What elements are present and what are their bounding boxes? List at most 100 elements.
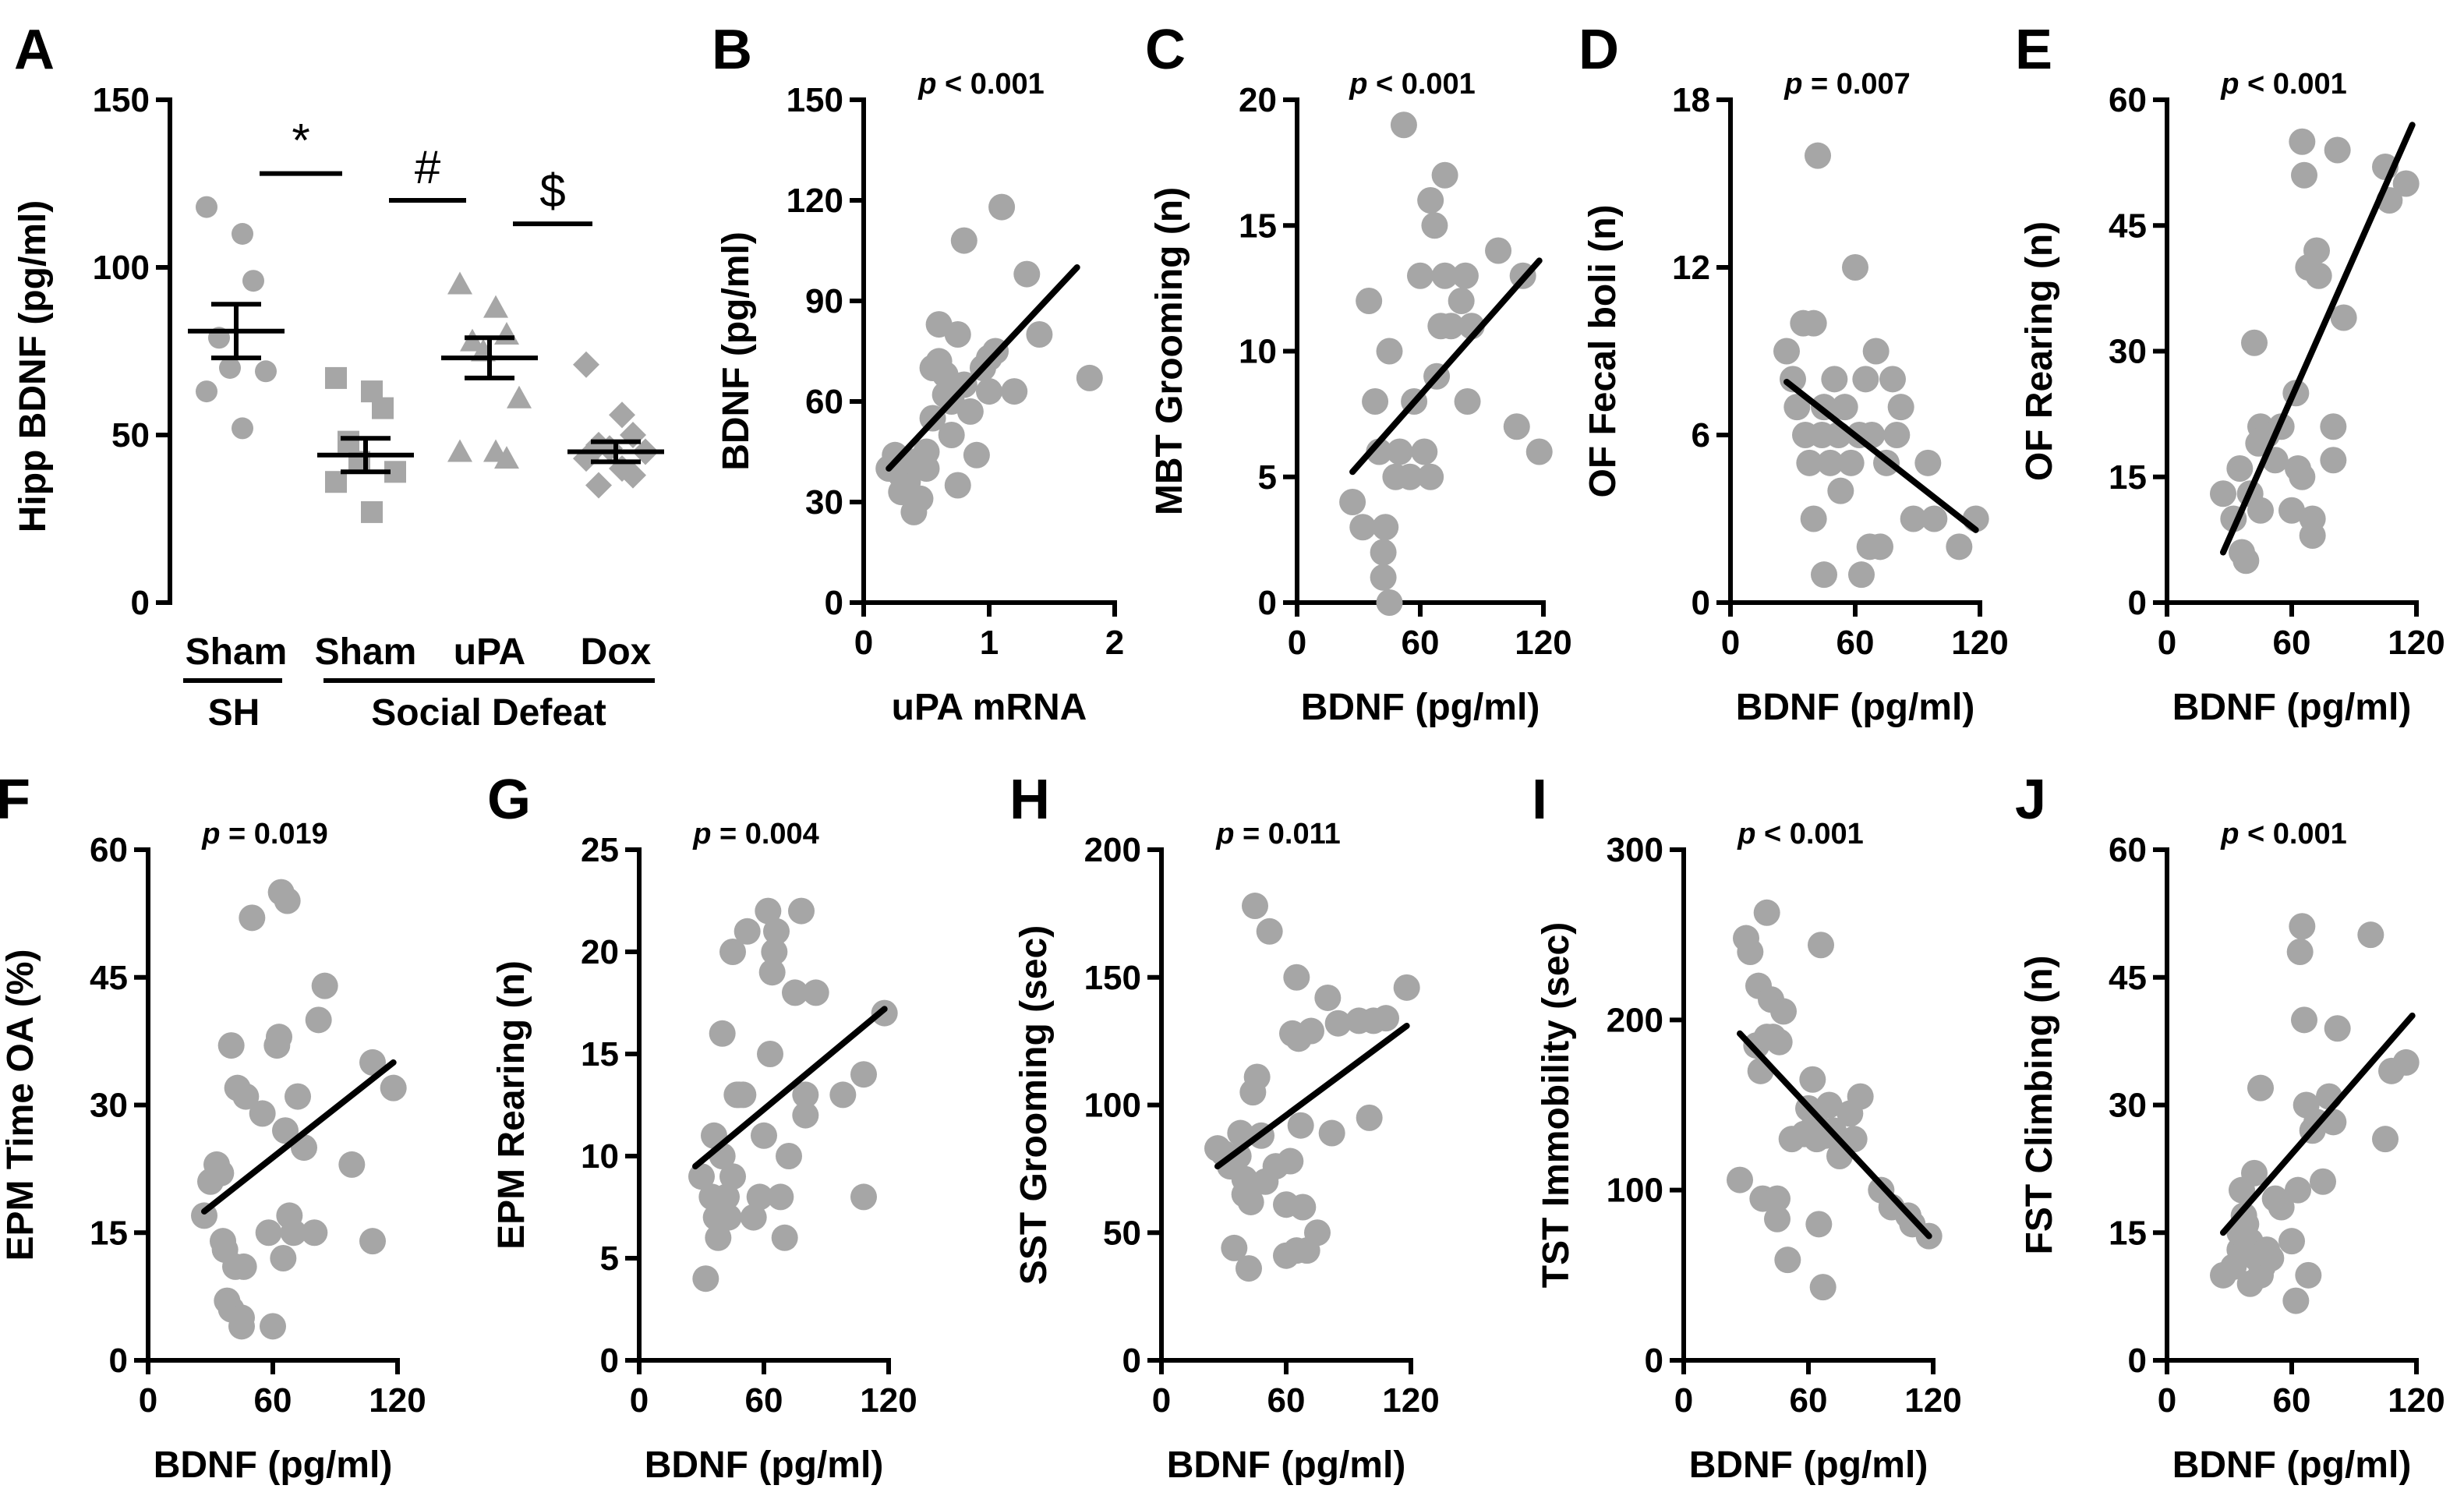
- panel-a-square-g1-2: [372, 397, 394, 419]
- panel-d-xtick-label-2: 120: [1951, 624, 2008, 662]
- panel-d-point-32: [1921, 505, 1948, 532]
- panel-g-point-17: [746, 1183, 773, 1211]
- panel-f-ytick-label-4: 60: [90, 831, 128, 869]
- panel-e-point-26: [2324, 136, 2351, 164]
- panel-a-marks: * # $: [188, 115, 664, 523]
- panel-b-ytick-label-1: 30: [805, 483, 843, 522]
- panel-g-ytick-label-1: 5: [600, 1239, 619, 1278]
- panel-c-point-7: [1376, 589, 1403, 616]
- panel-a-square-g1-6: [325, 471, 347, 493]
- panel-g-point-21: [758, 959, 786, 986]
- panel-c-point-0: [1339, 489, 1366, 515]
- panel-i-point-0: [1727, 1166, 1753, 1194]
- panel-d-point-30: [1900, 505, 1927, 532]
- p-value-text: < 0.001: [945, 68, 1045, 101]
- panel-h-point-30: [1318, 1119, 1345, 1147]
- panel-g-ytick-label-2: 10: [581, 1137, 619, 1176]
- panel-c-point-3: [1362, 388, 1389, 415]
- p-symbol: p: [201, 818, 228, 850]
- panel-d-point-21: [1852, 366, 1879, 393]
- panel-f: F 0 15 30 45 60 0 60 120 BDNF (pg/ml) EPM Time OA …: [0, 769, 426, 1486]
- panel-d-point-15: [1827, 477, 1854, 504]
- p-value-text: = 0.004: [719, 818, 819, 850]
- panel-a-triangle-g2-8: [494, 446, 519, 469]
- panel-b-ytick-label-0: 0: [825, 584, 843, 622]
- panel-g-x-axis-label: BDNF (pg/ml): [645, 1445, 884, 1486]
- panel-f-point-22: [270, 1245, 297, 1271]
- panel-b-point-29: [1001, 378, 1028, 405]
- panel-h-point-8: [1236, 1255, 1262, 1282]
- panel-b-regression-line: [886, 264, 1080, 472]
- panel-d-ytick-label-3: 18: [1672, 81, 1710, 119]
- panel-b-point-30: [1013, 260, 1041, 288]
- panel-g-y-axis-label: EPM Rearing (n): [491, 960, 532, 1250]
- panel-j-regression-line: [2220, 1012, 2416, 1236]
- panel-f-point-27: [285, 1083, 311, 1110]
- panel-f-xtick-label-0: 0: [139, 1381, 157, 1420]
- p-value-text: < 0.001: [2247, 68, 2347, 101]
- panel-g-ytick-label-4: 20: [581, 933, 619, 971]
- panel-j-point-11: [2247, 1074, 2274, 1102]
- panel-e-ytick-label-1: 15: [2109, 458, 2147, 497]
- p-symbol: p: [1215, 818, 1243, 850]
- panel-g-xtick-label-1: 60: [745, 1381, 783, 1420]
- panel-g-point-22: [761, 939, 788, 965]
- panel-b-point-32: [1076, 364, 1103, 391]
- group-label-sham-sh: Sham: [186, 631, 288, 673]
- panel-h-ytick-label-0: 0: [1122, 1342, 1141, 1380]
- panel-d-point-17: [1837, 449, 1865, 476]
- panel-g-point-7: [709, 1020, 736, 1047]
- panel-j-point-35: [2392, 1049, 2420, 1076]
- panel-d-point-8: [1805, 142, 1831, 169]
- panel-e-xtick-label-1: 60: [2273, 624, 2311, 662]
- p-value-text: < 0.001: [1376, 68, 1476, 101]
- panel-g-point-33: [850, 1183, 877, 1211]
- group-label-sham-sd: Sham: [315, 631, 417, 673]
- panel-e-point-24: [2320, 447, 2347, 474]
- panel-i-point-24: [1809, 1274, 1837, 1301]
- panel-h-point-36: [1393, 974, 1420, 1001]
- panel-h: H 0 50 100 150 200 0 60 120 BDNF (pg/ml) SST Groom…: [1009, 769, 1440, 1486]
- panel-i-point-14: [1770, 998, 1797, 1025]
- panel-e-point-30: [2392, 170, 2420, 197]
- panel-h-xtick-label-2: 120: [1382, 1381, 1439, 1420]
- p-symbol: p: [692, 818, 719, 850]
- panel-g-ytick-label-0: 0: [600, 1342, 619, 1380]
- panel-e-point-17: [2289, 463, 2316, 490]
- panel-b-ytick-label-5: 150: [787, 81, 843, 119]
- panel-i-x-axis-label: BDNF (pg/ml): [1689, 1445, 1928, 1486]
- panel-i-point-22: [1805, 1211, 1833, 1238]
- panel-g-point-11: [719, 939, 746, 965]
- panel-c-point-2: [1356, 288, 1383, 314]
- panel-j-ytick-label-3: 45: [2109, 959, 2147, 997]
- panel-f-point-33: [359, 1228, 386, 1255]
- panel-d-xtick-label-1: 60: [1837, 624, 1875, 662]
- panel-g-point-35: [871, 999, 898, 1027]
- panel-label-f: F: [0, 769, 30, 831]
- panel-c-point-29: [1485, 237, 1512, 264]
- panel-c-x-axis-label: BDNF (pg/ml): [1301, 687, 1540, 728]
- panel-f-point-3: [207, 1159, 235, 1186]
- panel-a-ytick-label-3: 150: [93, 81, 150, 119]
- panel-f-point-14: [232, 1083, 260, 1110]
- panel-d-point-25: [1867, 533, 1893, 561]
- panel-h-x-axis-label: BDNF (pg/ml): [1167, 1445, 1406, 1486]
- panel-f-point-7: [217, 1032, 245, 1059]
- panel-g-point-20: [757, 1041, 783, 1067]
- panel-e-point-27: [2330, 304, 2357, 331]
- panel-b-xtick-label-2: 2: [1105, 624, 1124, 662]
- panel-h-point-11: [1242, 893, 1268, 920]
- panel-j-point-20: [2285, 1176, 2311, 1204]
- panel-e-xtick-label-2: 120: [2388, 624, 2445, 662]
- panel-g-point-8: [713, 1183, 740, 1211]
- panel-c-ytick-label-0: 0: [1258, 584, 1277, 622]
- panel-label-i: I: [1532, 769, 1547, 831]
- panel-c-point-6: [1370, 564, 1397, 591]
- panel-f-point-30: [311, 972, 338, 999]
- panel-g-point-15: [734, 918, 761, 945]
- panel-c-point-22: [1431, 161, 1458, 189]
- panel-g-point-29: [792, 1102, 819, 1129]
- panel-f-point-17: [255, 1219, 282, 1247]
- panel-h-xtick-label-0: 0: [1152, 1381, 1171, 1420]
